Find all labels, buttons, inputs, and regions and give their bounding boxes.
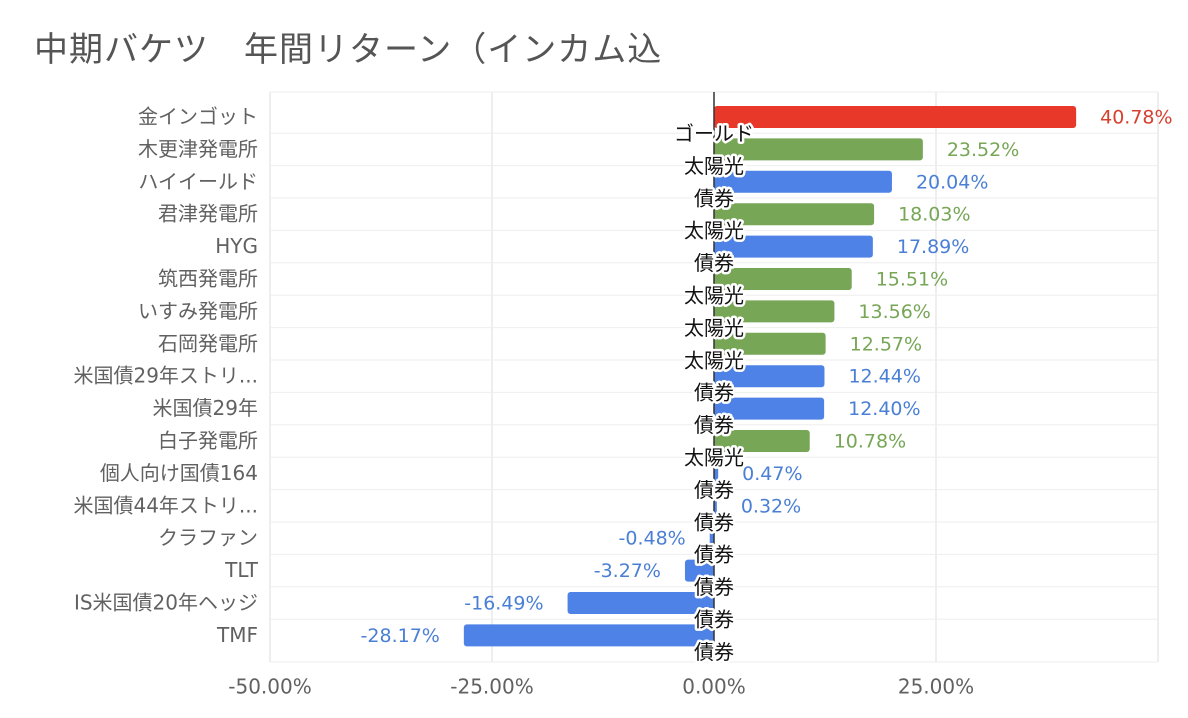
category-label: いすみ発電所 <box>138 299 258 323</box>
bucket-label: 太陽光 <box>684 348 744 372</box>
data-label: 20.04% <box>916 171 988 193</box>
x-tick-label: -50.00% <box>228 675 311 699</box>
bucket-label: 債券 <box>694 543 734 567</box>
bar <box>714 300 835 323</box>
data-label: 17.89% <box>897 236 969 258</box>
data-label: 0.47% <box>742 463 802 485</box>
bars <box>463 106 1077 647</box>
category-label: IS米国債20年ヘッジ <box>74 591 258 615</box>
data-label: 10.78% <box>834 431 906 453</box>
bucket-label: 債券 <box>694 413 734 437</box>
bar <box>463 624 714 647</box>
bar <box>714 203 875 226</box>
bar <box>714 235 873 258</box>
bucket-label: 太陽光 <box>684 219 744 243</box>
category-label: 石岡発電所 <box>158 331 258 355</box>
data-label: -28.17% <box>361 625 440 647</box>
category-label: 米国債29年ストリ... <box>73 364 258 388</box>
data-label: -0.48% <box>619 528 686 550</box>
data-label: 13.56% <box>858 301 930 323</box>
data-label: 15.51% <box>876 269 948 291</box>
bucket-labels: ゴールド太陽光債券太陽光債券太陽光太陽光太陽光債券債券太陽光債券債券債券債券債券… <box>672 119 757 666</box>
bar <box>714 332 826 355</box>
category-label: 米国債29年 <box>153 396 258 420</box>
chart-title: 中期バケツ 年間リターン（インカム込 <box>34 30 663 70</box>
bucket-label: 債券 <box>694 608 734 632</box>
bar <box>714 138 923 161</box>
bar <box>567 592 714 614</box>
x-tick-label: 25.00% <box>898 675 974 699</box>
data-label: 18.03% <box>898 204 970 226</box>
bucket-label: 債券 <box>694 381 734 405</box>
bucket-label: 債券 <box>694 640 734 664</box>
bar <box>684 559 714 582</box>
bucket-label: 太陽光 <box>684 284 744 308</box>
bucket-label: 太陽光 <box>684 316 744 340</box>
category-label: TMF <box>216 623 258 647</box>
data-label: 12.57% <box>850 333 922 355</box>
category-label: 君津発電所 <box>158 202 258 226</box>
category-label: 筑西発電所 <box>158 267 258 291</box>
category-label: 木更津発電所 <box>138 137 258 161</box>
category-label: HYG <box>215 234 258 258</box>
bucket-label: 太陽光 <box>684 446 744 470</box>
data-label: -3.27% <box>594 560 661 582</box>
data-label: 12.40% <box>848 398 920 420</box>
bucket-label: 債券 <box>694 251 734 275</box>
data-label: 23.52% <box>947 139 1019 161</box>
category-label: 金インゴット <box>138 105 258 129</box>
bar <box>714 430 810 452</box>
bucket-label: 債券 <box>694 510 734 534</box>
data-label: 40.78% <box>1100 107 1172 129</box>
category-label: TLT <box>224 558 259 582</box>
x-tick-label: 0.00% <box>682 675 746 699</box>
data-label: 12.44% <box>848 366 920 388</box>
category-label: クラファン <box>158 526 258 550</box>
x-tick-label: -25.00% <box>450 675 533 699</box>
category-label: 白子発電所 <box>158 429 258 453</box>
bucket-label: 債券 <box>694 186 734 210</box>
x-tick-labels: -50.00% -25.00% 0.00% 25.00% <box>228 675 974 699</box>
bar <box>714 365 825 388</box>
category-label: 個人向け国債164 <box>100 461 258 485</box>
bar <box>714 268 852 290</box>
bucket-label: ゴールド <box>674 122 754 146</box>
bar <box>714 106 1077 128</box>
data-label: 0.32% <box>741 495 801 517</box>
bucket-label: 債券 <box>694 478 734 502</box>
category-label: 米国債44年ストリ... <box>73 493 258 517</box>
data-label: -16.49% <box>464 593 543 615</box>
category-label: ハイイールド <box>138 169 258 193</box>
bucket-label: 債券 <box>694 575 734 599</box>
bucket-label: 太陽光 <box>684 154 744 178</box>
bar <box>714 462 719 485</box>
bar <box>714 170 892 193</box>
bar <box>714 397 825 420</box>
value-labels: 40.78% 23.52% 20.04% 18.03% 17.89% 15.51% 13.5… <box>361 107 1173 647</box>
bar <box>709 527 714 550</box>
